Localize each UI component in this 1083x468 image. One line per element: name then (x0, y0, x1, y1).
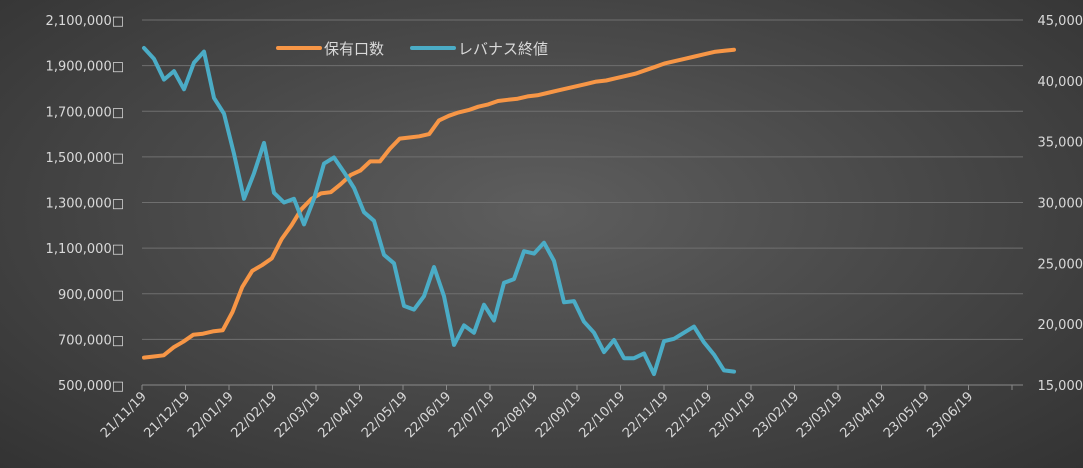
left-y-axis: 500,000□ 700,000□ 900,000□ 1,100,000□ 1,300,… (46, 14, 124, 394)
left-y-tick-label: 1,100,000□ (46, 242, 124, 257)
x-tick-label: 21/11/19 (98, 389, 150, 441)
left-y-tick-label: 1,500,000□ (46, 151, 124, 166)
x-tick-label: 23/05/19 (881, 389, 933, 441)
x-tick-label: 22/09/19 (533, 389, 585, 441)
x-tick-label: 23/01/19 (707, 389, 759, 441)
right-y-tick-label: 45,000 (1038, 14, 1083, 29)
x-tick-label: 22/05/19 (359, 389, 411, 441)
x-tick-label: 22/08/19 (489, 389, 541, 441)
legend-label: レバナス終値 (458, 40, 548, 58)
right-y-tick-label: 15,000 (1038, 379, 1083, 394)
x-tick-label: 22/06/19 (402, 389, 454, 441)
series-line-1 (142, 47, 736, 360)
x-tick-label: 23/03/19 (794, 389, 846, 441)
x-tick-label: 23/06/19 (924, 389, 976, 441)
left-y-tick-label: 1,300,000□ (46, 197, 124, 212)
right-y-tick-label: 35,000 (1038, 136, 1083, 151)
x-tick-label: 23/02/19 (750, 389, 802, 441)
left-y-tick-label: 2,100,000□ (46, 14, 124, 29)
x-tick-label: 22/11/19 (620, 389, 672, 441)
right-y-tick-label: 30,000 (1038, 197, 1083, 212)
x-tick-label: 22/10/19 (576, 389, 628, 441)
x-axis: 21/11/1921/12/1922/01/1922/02/1922/03/19… (98, 384, 1023, 441)
right-y-tick-label: 20,000 (1038, 318, 1083, 333)
series-line-2 (142, 46, 736, 377)
plot-area (142, 46, 736, 377)
legend: 保有口数 レバナス終値 (276, 40, 548, 58)
x-tick-label: 23/04/19 (837, 389, 889, 441)
right-y-tick-label: 25,000 (1038, 257, 1083, 272)
x-tick-label: 22/01/19 (185, 389, 237, 441)
x-tick-label: 21/12/19 (141, 389, 193, 441)
legend-label: 保有口数 (324, 40, 384, 58)
left-y-tick-label: 1,700,000□ (46, 105, 124, 120)
x-tick-label: 22/02/19 (228, 389, 280, 441)
left-y-tick-label: 900,000□ (58, 288, 124, 303)
left-y-tick-label: 700,000□ (58, 333, 124, 348)
gridlines (142, 19, 1023, 386)
right-y-tick-label: 40,000 (1038, 75, 1083, 90)
left-y-tick-label: 1,900,000□ (46, 60, 124, 75)
right-y-axis: 15,000 20,000 25,000 30,000 35,000 40,000 45,0… (1038, 14, 1083, 394)
x-tick-label: 22/04/19 (315, 389, 367, 441)
x-tick-label: 22/07/19 (446, 389, 498, 441)
x-tick-label: 22/12/19 (663, 389, 715, 441)
x-tick-label: 22/03/19 (272, 389, 324, 441)
left-y-tick-label: 500,000□ (58, 379, 124, 394)
